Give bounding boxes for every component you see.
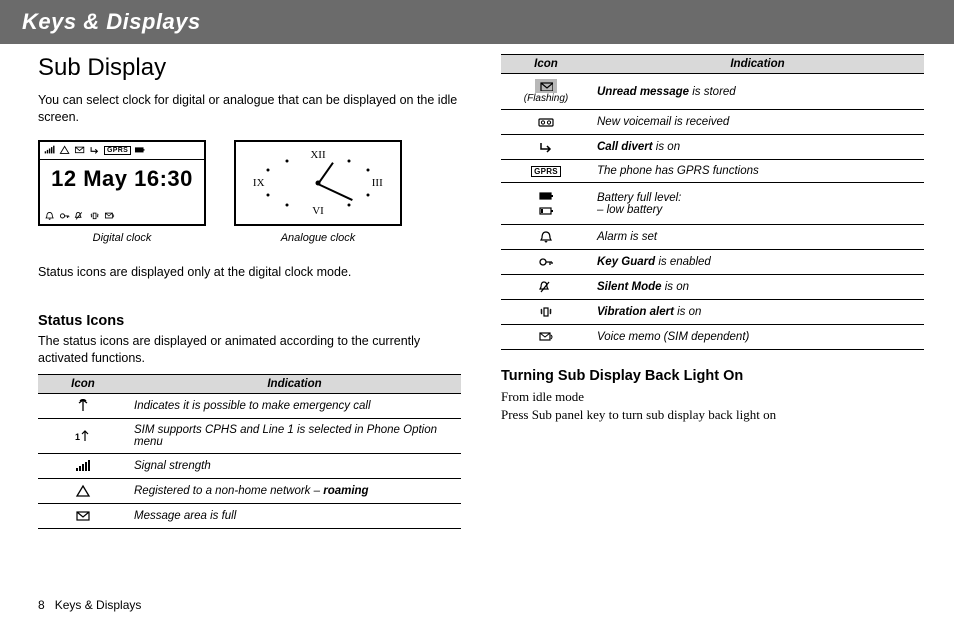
analogue-face: XII III VI IX [240, 146, 396, 220]
row-text: Signal strength [128, 454, 461, 479]
status-icons-heading: Status Icons [38, 313, 461, 329]
gprs-icon: GPRS [104, 146, 131, 155]
digital-status-bar: GPRS [40, 142, 204, 160]
emergency-antenna-icon [38, 394, 128, 419]
table-row: Alarm is set [501, 225, 924, 250]
envelope-icon [38, 504, 128, 529]
row-text: The phone has GPRS functions [591, 160, 924, 183]
roaming-triangle-icon [38, 479, 128, 504]
header-title: Keys & Displays [22, 9, 201, 35]
status-icons-table: Icon Indication Indicates it is possible… [38, 374, 461, 529]
status-note: Status icons are displayed only at the d… [38, 264, 461, 281]
table-row: Voice memo (SIM dependent) [501, 325, 924, 350]
page-footer: 8 Keys & Displays [38, 598, 141, 612]
vibration-icon [501, 300, 591, 325]
digital-clock-box: GPRS 12 May 16:30 [38, 140, 206, 226]
divert-arrow-icon [501, 135, 591, 160]
numeral-12: XII [310, 149, 325, 161]
backlight-heading: Turning Sub Display Back Light On [501, 368, 924, 384]
table-row: GPRS The phone has GPRS functions [501, 160, 924, 183]
backlight-body: From idle mode Press Sub panel key to tu… [501, 388, 924, 424]
analogue-caption: Analogue clock [234, 232, 402, 244]
memo-icon [104, 211, 116, 221]
digital-bottom-icons [44, 211, 116, 221]
table-row: Silent Mode is on [501, 275, 924, 300]
th-indication: Indication [128, 375, 461, 394]
row-text: Registered to a non-home network – roami… [128, 479, 461, 504]
signal-icon [44, 145, 56, 155]
indication-table: Icon Indication (Flashing) Unread messag… [501, 54, 924, 350]
th-icon: Icon [501, 55, 591, 74]
line1-antenna-icon [38, 419, 128, 454]
sub-display-heading: Sub Display [38, 54, 461, 82]
row-text: New voicemail is received [591, 110, 924, 135]
divert-icon [89, 145, 101, 155]
table-row: Battery full level:– low battery [501, 183, 924, 225]
status-icons-desc: The status icons are displayed or animat… [38, 333, 461, 367]
th-indication: Indication [591, 55, 924, 74]
battery-icon [134, 145, 146, 155]
row-text: Call divert is on [591, 135, 924, 160]
right-column: Icon Indication (Flashing) Unread messag… [501, 54, 924, 529]
row-text: Message area is full [128, 504, 461, 529]
row-text: Unread message is stored [591, 74, 924, 110]
voice-memo-icon [501, 325, 591, 350]
numeral-6: VI [312, 205, 324, 217]
envelope-flashing-icon: (Flashing) [501, 74, 591, 110]
key-guard-icon [501, 250, 591, 275]
row-text: Key Guard is enabled [591, 250, 924, 275]
table-row: SIM supports CPHS and Line 1 is selected… [38, 419, 461, 454]
row-text: Vibration alert is on [591, 300, 924, 325]
table-row: New voicemail is received [501, 110, 924, 135]
envelope-icon [74, 145, 86, 155]
bell-icon [44, 211, 56, 221]
table-row: (Flashing) Unread message is stored [501, 74, 924, 110]
table-row: Call divert is on [501, 135, 924, 160]
minute-hand [318, 183, 353, 201]
voicemail-tape-icon [501, 110, 591, 135]
page-number: 8 [38, 598, 45, 612]
battery-stack-icon [501, 183, 591, 225]
table-row: Vibration alert is on [501, 300, 924, 325]
row-text: Indicates it is possible to make emergen… [128, 394, 461, 419]
row-text: Alarm is set [591, 225, 924, 250]
digital-clock-text: 12 May 16:30 [40, 160, 204, 192]
table-row: Registered to a non-home network – roami… [38, 479, 461, 504]
alarm-bell-icon [501, 225, 591, 250]
vibrate-icon [89, 211, 101, 221]
key-icon [59, 211, 71, 221]
roaming-icon [59, 145, 71, 155]
table-row: Message area is full [38, 504, 461, 529]
footer-section: Keys & Displays [55, 598, 142, 612]
row-text: SIM supports CPHS and Line 1 is selected… [128, 419, 461, 454]
clock-captions: Digital clock Analogue clock [38, 232, 461, 244]
left-column: Sub Display You can select clock for dig… [38, 54, 461, 529]
page-header: Keys & Displays [0, 0, 954, 44]
table-row: Indicates it is possible to make emergen… [38, 394, 461, 419]
row-text: Silent Mode is on [591, 275, 924, 300]
table-row: Signal strength [38, 454, 461, 479]
silent-mode-icon [501, 275, 591, 300]
row-text: Battery full level:– low battery [591, 183, 924, 225]
row-text: Voice memo (SIM dependent) [591, 325, 924, 350]
clock-row: GPRS 12 May 16:30 XII III VI [38, 140, 461, 226]
analogue-clock-box: XII III VI IX [234, 140, 402, 226]
table-row: Key Guard is enabled [501, 250, 924, 275]
digital-caption: Digital clock [38, 232, 206, 244]
silent-icon [74, 211, 86, 221]
intro-text: You can select clock for digital or anal… [38, 92, 461, 126]
signal-bars-icon [38, 454, 128, 479]
numeral-3: III [372, 177, 383, 189]
numeral-9: IX [253, 177, 265, 189]
th-icon: Icon [38, 375, 128, 394]
gprs-badge-icon: GPRS [501, 160, 591, 183]
page-body: Sub Display You can select clock for dig… [0, 44, 954, 529]
